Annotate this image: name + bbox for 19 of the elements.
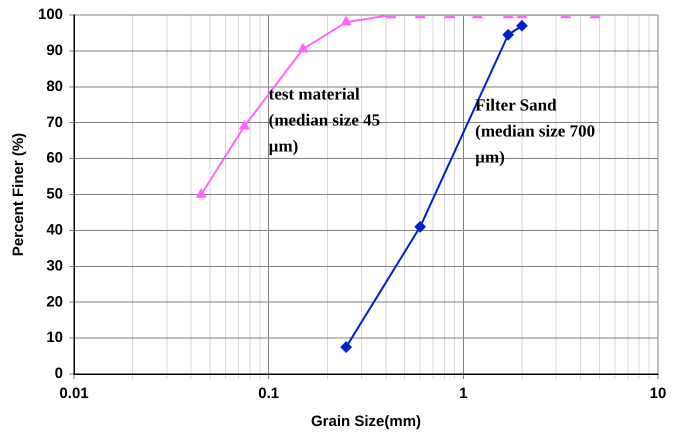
x-axis-title: Grain Size(mm) xyxy=(311,413,422,430)
x-tick-label: 1 xyxy=(459,385,468,402)
y-tick-label: 60 xyxy=(46,150,64,167)
y-tick-label: 20 xyxy=(46,293,64,310)
y-tick-label: 40 xyxy=(46,222,64,239)
y-tick-label: 90 xyxy=(46,42,64,60)
y-tick-label: 10 xyxy=(46,329,64,346)
y-tick-label: 70 xyxy=(46,114,64,131)
x-tick-label: 10 xyxy=(650,385,666,402)
y-tick-label: 80 xyxy=(46,78,64,95)
y-axis-title: Percent Finer (%) xyxy=(10,132,28,256)
x-tick-label: 0.01 xyxy=(59,385,89,402)
x-tick-label: 0.1 xyxy=(258,385,280,402)
annotation: Filter Sand (median size 700 µm) xyxy=(475,95,596,166)
annotation: test material (median size 45 µm) xyxy=(268,84,380,156)
y-tick-label: 50 xyxy=(46,186,64,203)
y-tick-label: 30 xyxy=(46,257,64,274)
y-tick-label: 100 xyxy=(38,6,64,24)
y-tick-label: 0 xyxy=(54,365,64,382)
